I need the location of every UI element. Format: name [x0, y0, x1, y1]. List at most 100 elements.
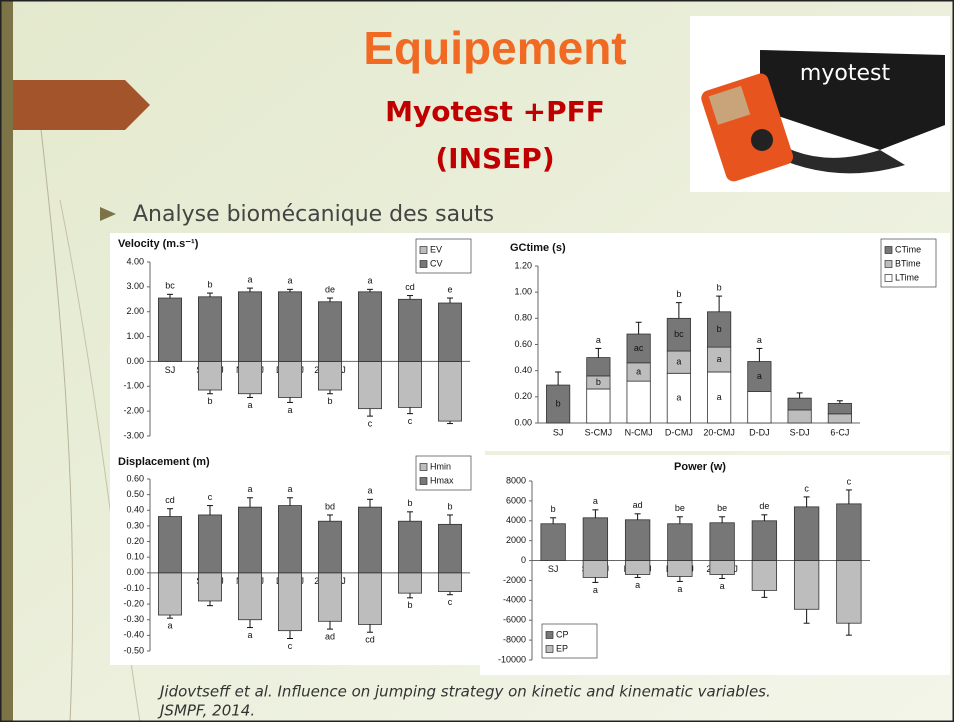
significance-letter: b [407, 498, 412, 508]
significance-letter: de [759, 501, 769, 511]
citation: Jidovtseff et al. Influence on jumping s… [157, 683, 771, 701]
bar [752, 521, 777, 561]
significance-letter: b [556, 398, 561, 408]
y-tick-label: 2.00 [126, 306, 144, 316]
bar [358, 361, 381, 408]
significance-letter: de [325, 284, 335, 294]
bar [828, 414, 851, 423]
bar [278, 361, 301, 397]
y-tick-label: 4.00 [126, 256, 144, 266]
significance-letter: a [717, 392, 722, 402]
significance-letter: a [717, 354, 722, 364]
significance-letter: be [717, 503, 727, 513]
legend-label: CV [430, 258, 443, 268]
legend-swatch [420, 464, 427, 471]
y-tick-label: -10000 [498, 654, 526, 664]
bar [358, 292, 381, 362]
legend-swatch [546, 646, 553, 653]
legend-swatch [546, 632, 553, 639]
y-tick-label: -0.50 [123, 645, 144, 655]
bar [583, 561, 608, 578]
significance-letter: a [247, 274, 252, 284]
significance-letter: cd [405, 282, 415, 292]
y-tick-label: -6000 [503, 615, 526, 625]
bar [358, 573, 381, 625]
y-tick-label: 0.20 [126, 536, 144, 546]
significance-letter: b [207, 279, 212, 289]
y-tick-label: -0.20 [123, 598, 144, 608]
significance-letter: a [596, 335, 601, 345]
legend-box [416, 239, 471, 273]
y-tick-label: 0.60 [126, 473, 144, 483]
bar [837, 561, 862, 624]
x-tick-label: SJ [548, 564, 559, 574]
significance-letter: a [167, 621, 172, 631]
bar [438, 524, 461, 572]
bar [358, 507, 381, 573]
significance-letter: b [596, 377, 601, 387]
y-tick-label: 1.00 [126, 331, 144, 341]
x-tick-label: D-CMJ [665, 427, 693, 437]
chart-title: Power (w) [674, 461, 726, 473]
arrow-shape [13, 80, 150, 130]
legend-label: EV [430, 244, 442, 254]
significance-letter: a [676, 393, 681, 403]
y-tick-label: -0.30 [123, 614, 144, 624]
chart-title: Displacement (m) [118, 456, 210, 468]
bar [158, 298, 181, 361]
significance-letter: c [208, 492, 213, 502]
bar [278, 292, 301, 362]
y-tick-label: 0.30 [126, 520, 144, 530]
bar [668, 561, 693, 577]
bar [752, 561, 777, 591]
significance-letter: ad [325, 631, 335, 641]
bar [158, 573, 181, 615]
bar [794, 507, 819, 561]
y-tick-label: 0.80 [514, 313, 532, 323]
bar [748, 392, 771, 423]
bar [438, 573, 461, 592]
significance-letter: b [327, 396, 332, 406]
citation: JSMPF, 2014. [157, 702, 255, 720]
significance-letter: a [677, 584, 682, 594]
legend-label: CTime [895, 244, 921, 254]
y-tick-label: -2.00 [123, 406, 144, 416]
bullet-text: Analyse biomécanique des sauts [133, 202, 494, 227]
legend-label: CP [556, 629, 569, 639]
slide-subtitle: (INSEP) [435, 142, 554, 175]
y-tick-label: 2000 [506, 535, 526, 545]
bar [794, 561, 819, 610]
y-tick-label: -4000 [503, 595, 526, 605]
slide-subtitle: Myotest +PFF [385, 95, 605, 128]
bar [788, 410, 811, 423]
y-tick-label: 1.00 [514, 287, 532, 297]
device-button [751, 129, 773, 151]
significance-letter: a [287, 276, 292, 286]
y-tick-label: 4000 [506, 515, 526, 525]
x-tick-label: SJ [553, 427, 564, 437]
significance-letter: b [717, 282, 722, 292]
bar [198, 515, 221, 573]
significance-letter: cd [165, 495, 175, 505]
significance-letter: c [804, 483, 809, 493]
y-tick-label: 0.00 [126, 356, 144, 366]
bar [318, 361, 341, 390]
y-tick-label: -2000 [503, 575, 526, 585]
side-band [0, 0, 13, 722]
bar [587, 358, 610, 376]
significance-letter: a [367, 486, 372, 496]
significance-letter: a [757, 371, 762, 381]
significance-letter: a [720, 581, 725, 591]
y-tick-label: -1.00 [123, 381, 144, 391]
bar [438, 361, 461, 421]
bar [788, 398, 811, 410]
y-tick-label: 0.60 [514, 339, 532, 349]
significance-letter: cd [365, 635, 375, 645]
y-tick-label: 0.40 [514, 365, 532, 375]
significance-letter: c [448, 597, 453, 607]
significance-letter: a [593, 496, 598, 506]
y-tick-label: 6000 [506, 495, 526, 505]
product-image: myotest [690, 16, 950, 192]
bar [398, 521, 421, 573]
significance-letter: e [447, 284, 452, 294]
